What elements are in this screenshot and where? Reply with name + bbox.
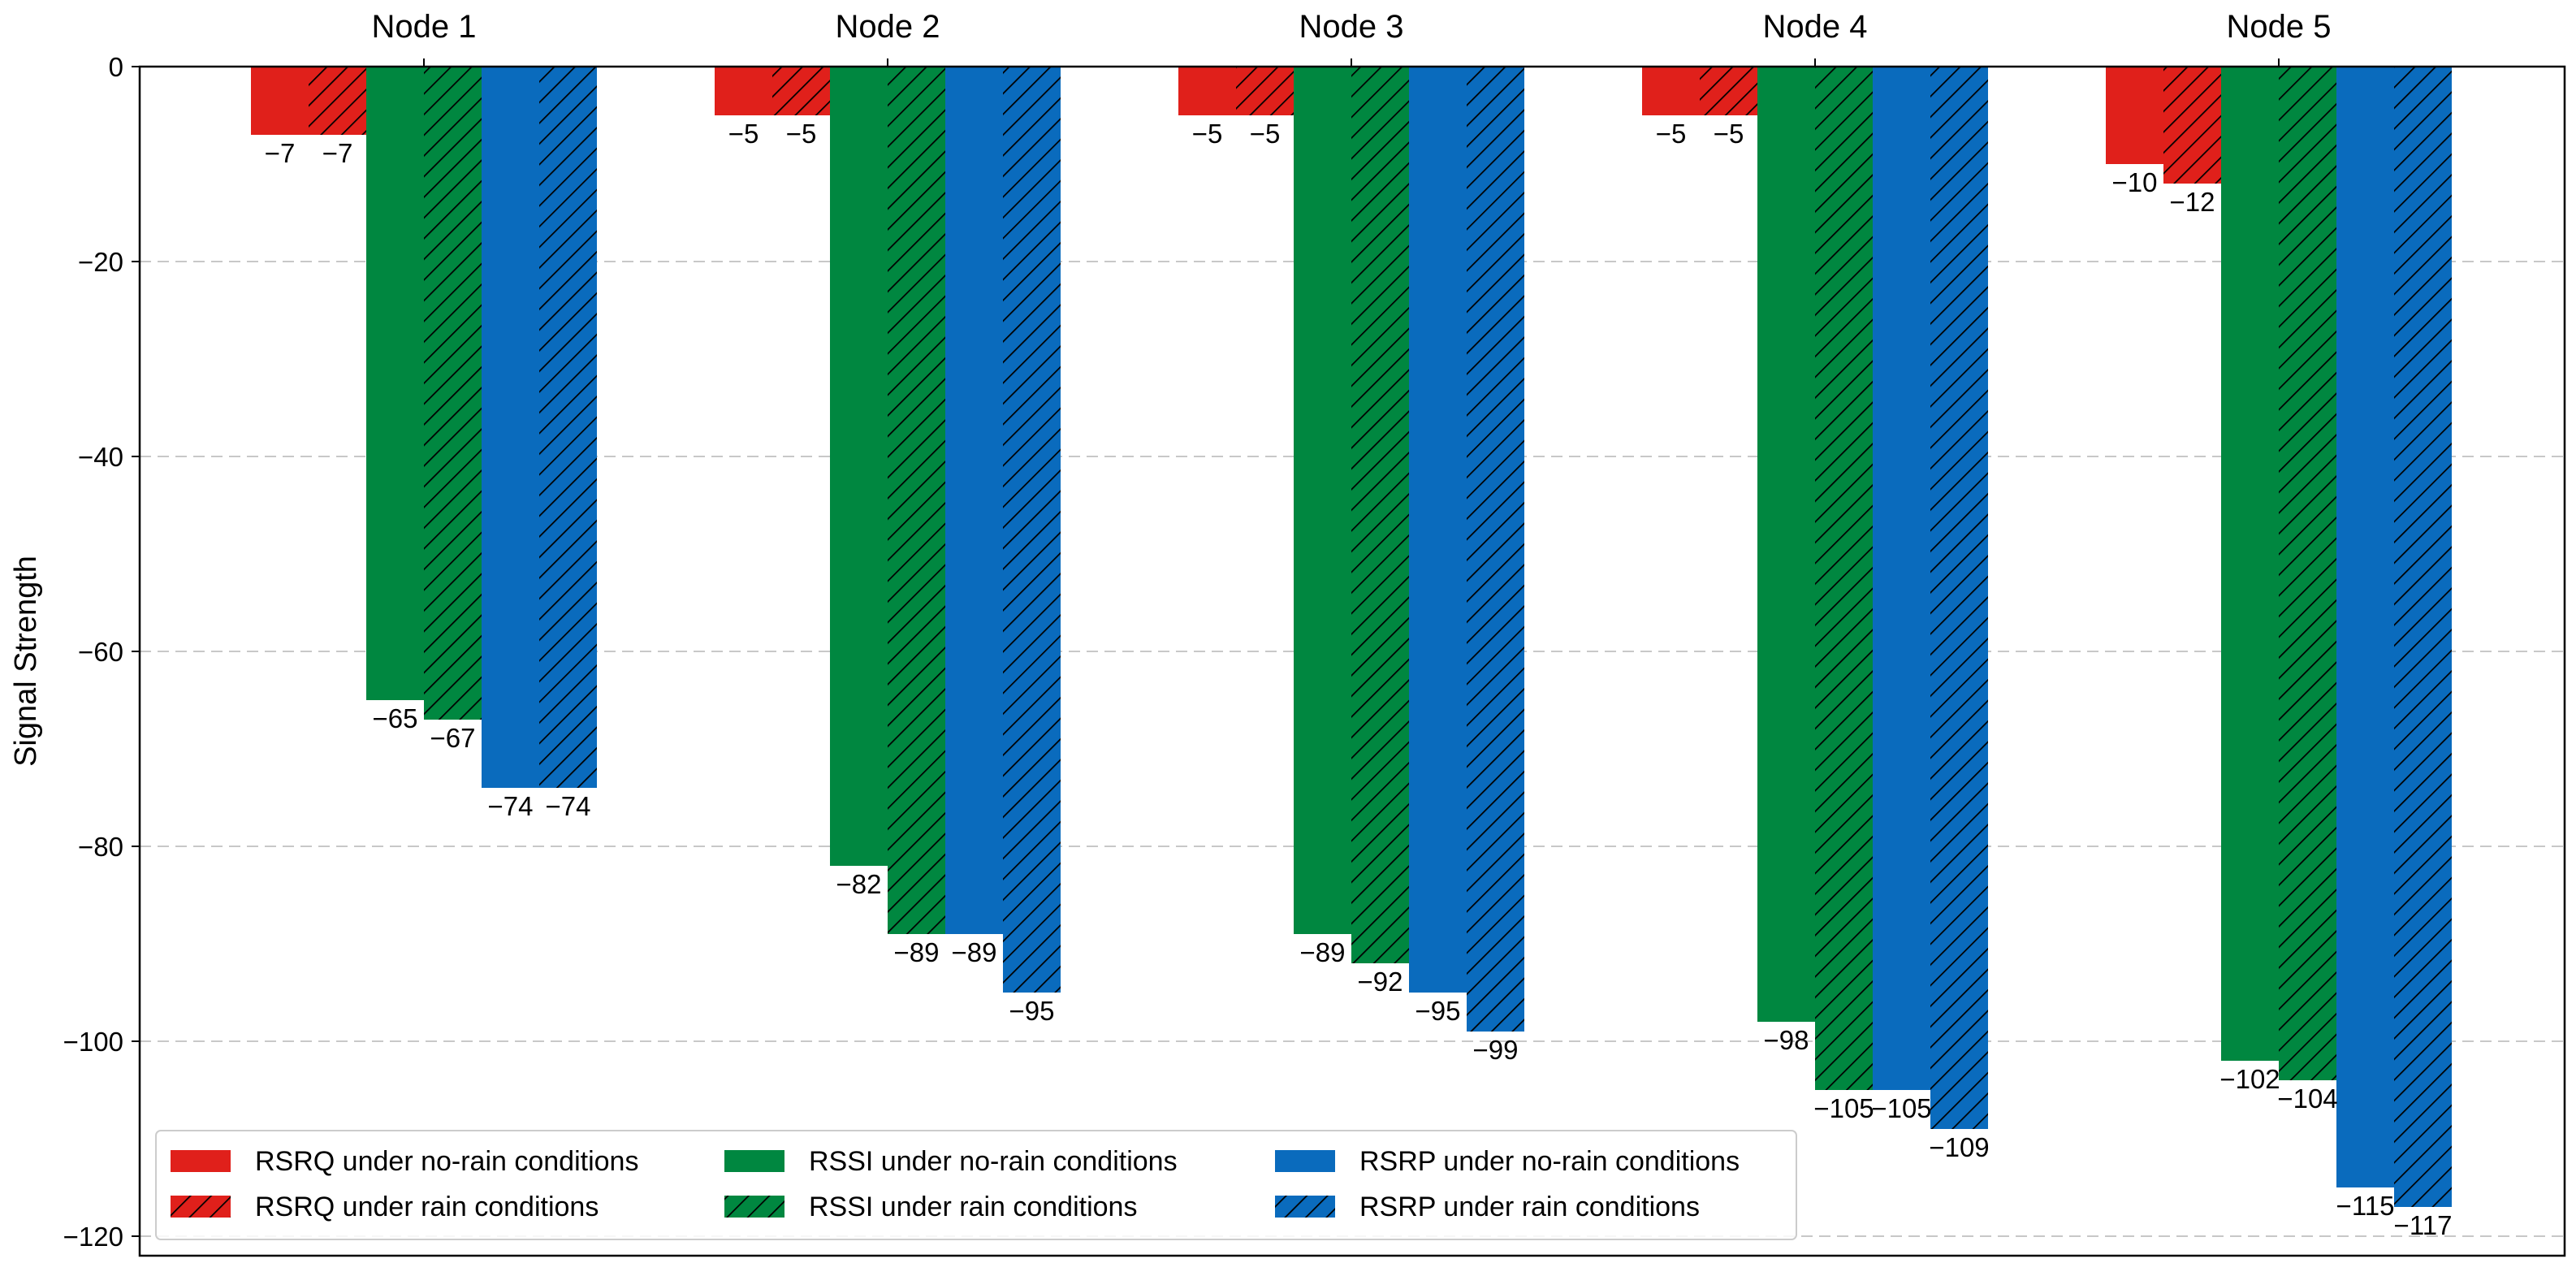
category-label: Node 5 — [2227, 9, 2332, 45]
data-label: −109 — [1929, 1132, 1989, 1162]
data-label: −117 — [2394, 1210, 2453, 1240]
data-label: −95 — [1416, 996, 1461, 1026]
bar-hatch — [772, 67, 830, 115]
data-label: −5 — [728, 119, 759, 149]
y-tick-label: −100 — [63, 1027, 123, 1057]
data-label: −5 — [1192, 119, 1223, 149]
bar-hatch — [539, 67, 597, 788]
y-tick-label: −80 — [78, 832, 123, 862]
legend-box — [155, 1130, 1797, 1240]
bar-hatch — [309, 67, 366, 135]
data-label: −95 — [1009, 996, 1055, 1026]
y-tick-label: −40 — [78, 442, 123, 472]
bar-hatch — [2394, 67, 2452, 1207]
bar-hatch — [2279, 67, 2336, 1080]
data-label: −92 — [1358, 967, 1403, 997]
bar — [715, 67, 772, 115]
bar-hatch — [1815, 67, 1873, 1090]
y-tick-label: −120 — [63, 1222, 123, 1252]
bar — [830, 67, 888, 866]
bar — [366, 67, 424, 700]
data-label: −5 — [786, 119, 817, 149]
bar-hatch — [1003, 67, 1061, 993]
bar-hatch — [1930, 67, 1988, 1129]
data-label: −10 — [2112, 167, 2158, 197]
category-label: Node 3 — [1299, 9, 1404, 45]
y-tick-label: −20 — [78, 247, 123, 277]
legend-swatch-hatch — [1275, 1196, 1335, 1218]
data-label: −74 — [546, 791, 591, 821]
legend-label: RSRQ under no-rain conditions — [255, 1146, 638, 1177]
bar — [1294, 67, 1351, 934]
bar — [482, 67, 539, 788]
legend-label: RSRP under rain conditions — [1359, 1192, 1700, 1222]
bar — [1757, 67, 1815, 1022]
data-label: −65 — [373, 703, 418, 733]
data-label: −5 — [1250, 119, 1281, 149]
data-label: −89 — [1300, 937, 1346, 967]
data-label: −5 — [1714, 119, 1744, 149]
bar — [2221, 67, 2279, 1061]
data-label: −99 — [1473, 1035, 1519, 1065]
axes: Node 1 Node 2 Node 3 Node 4 Node 5 0 −20 −40 −60… — [9, 9, 2566, 1257]
y-axis-label: Signal Strength — [9, 556, 43, 767]
bars — [251, 67, 2452, 1207]
data-label: −104 — [2277, 1084, 2337, 1114]
data-label: −89 — [952, 937, 997, 967]
bar — [251, 67, 309, 135]
legend-swatch — [171, 1150, 231, 1172]
legend-swatch — [724, 1150, 784, 1172]
bar — [1178, 67, 1236, 115]
data-label: −7 — [322, 138, 353, 168]
category-label: Node 1 — [372, 9, 477, 45]
data-label: −105 — [1813, 1093, 1874, 1123]
bar — [2336, 67, 2394, 1187]
bar — [945, 67, 1003, 934]
data-label: −115 — [2336, 1191, 2395, 1221]
data-labels: −7 −7−65−67−74 −74−5 −5−82−89 −89−95−5 −5−89−… — [265, 119, 2453, 1240]
bar-hatch — [424, 67, 482, 720]
y-tick-label: 0 — [109, 52, 123, 82]
data-label: −74 — [488, 791, 534, 821]
category-label: Node 2 — [836, 9, 940, 45]
data-label: −67 — [430, 723, 476, 753]
plot-frame — [138, 65, 2566, 1257]
bar-hatch — [2163, 67, 2221, 184]
legend-swatch-hatch — [724, 1196, 784, 1218]
legend-label: RSSI under rain conditions — [809, 1192, 1137, 1222]
legend-swatch — [1275, 1150, 1335, 1172]
data-label: −89 — [894, 937, 940, 967]
data-label: −5 — [1656, 119, 1687, 149]
bar-hatch — [1700, 67, 1757, 115]
legend-swatch-hatch — [171, 1196, 231, 1218]
bar-hatch — [888, 67, 945, 934]
legend-label: RSRP under no-rain conditions — [1359, 1146, 1740, 1177]
bar-hatch — [1351, 67, 1409, 963]
bar-hatch — [1236, 67, 1294, 115]
data-label: −98 — [1764, 1025, 1809, 1055]
data-label: −12 — [2170, 187, 2215, 217]
legend-label: RSSI under no-rain conditions — [809, 1146, 1178, 1177]
legend-label: RSRQ under rain conditions — [255, 1192, 599, 1222]
data-label: −7 — [265, 138, 296, 168]
bar — [1642, 67, 1700, 115]
data-label: −105 — [1871, 1093, 1931, 1123]
legend: RSRQ under no-rain conditions RSRQ under … — [155, 1130, 1797, 1240]
data-label: −102 — [2219, 1064, 2280, 1094]
bar — [1873, 67, 1930, 1090]
y-tick-label: −60 — [78, 637, 123, 667]
bar-hatch — [1467, 67, 1524, 1032]
bar — [1409, 67, 1467, 993]
category-label: Node 4 — [1763, 9, 1868, 45]
data-label: −82 — [836, 869, 882, 899]
bar — [2106, 67, 2163, 164]
